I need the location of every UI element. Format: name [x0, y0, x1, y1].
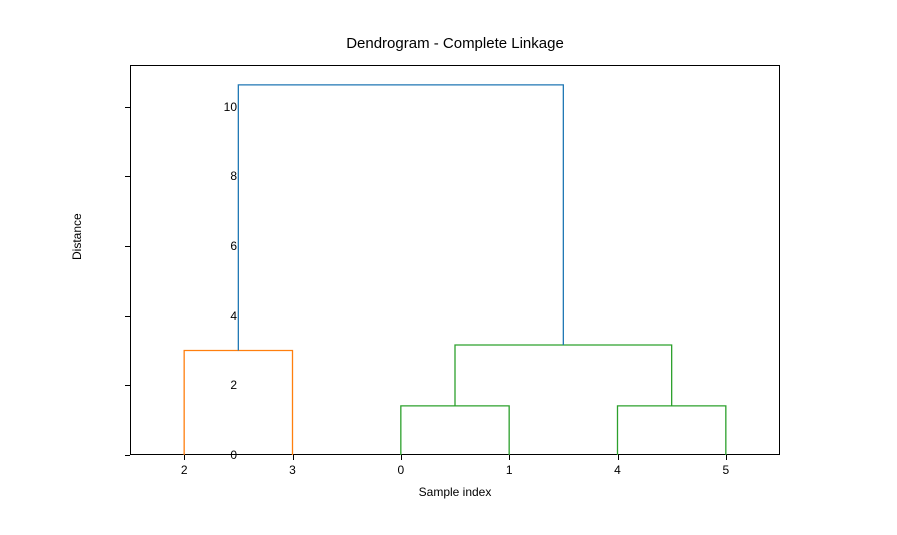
y-tick-mark	[125, 246, 130, 247]
x-tick-mark	[509, 455, 510, 460]
x-tick-label: 5	[722, 463, 729, 477]
x-tick-mark	[401, 455, 402, 460]
chart-title: Dendrogram - Complete Linkage	[130, 35, 780, 52]
dendrogram-link	[238, 85, 563, 351]
x-tick-mark	[293, 455, 294, 460]
dendrogram-link	[401, 406, 509, 455]
dendrogram-link	[618, 406, 726, 455]
x-tick-label: 4	[614, 463, 621, 477]
y-tick-mark	[125, 316, 130, 317]
y-tick-mark	[125, 455, 130, 456]
x-axis-label: Sample index	[130, 485, 780, 499]
x-tick-label: 1	[506, 463, 513, 477]
y-axis-label: Distance	[70, 213, 84, 260]
y-tick-mark	[125, 107, 130, 108]
y-tick-label: 8	[207, 169, 237, 183]
y-tick-label: 0	[207, 448, 237, 462]
dendrogram-link	[184, 351, 292, 455]
y-tick-label: 2	[207, 378, 237, 392]
y-tick-label: 6	[207, 239, 237, 253]
chart-container: 230145	[130, 65, 780, 455]
dendrogram-link	[455, 345, 672, 406]
y-tick-label: 4	[207, 309, 237, 323]
y-tick-label: 10	[207, 100, 237, 114]
dendrogram-svg	[130, 65, 780, 455]
x-tick-label: 0	[397, 463, 404, 477]
x-tick-label: 3	[289, 463, 296, 477]
y-tick-mark	[125, 176, 130, 177]
x-tick-mark	[184, 455, 185, 460]
x-tick-mark	[618, 455, 619, 460]
x-tick-label: 2	[181, 463, 188, 477]
x-tick-mark	[726, 455, 727, 460]
y-tick-mark	[125, 385, 130, 386]
